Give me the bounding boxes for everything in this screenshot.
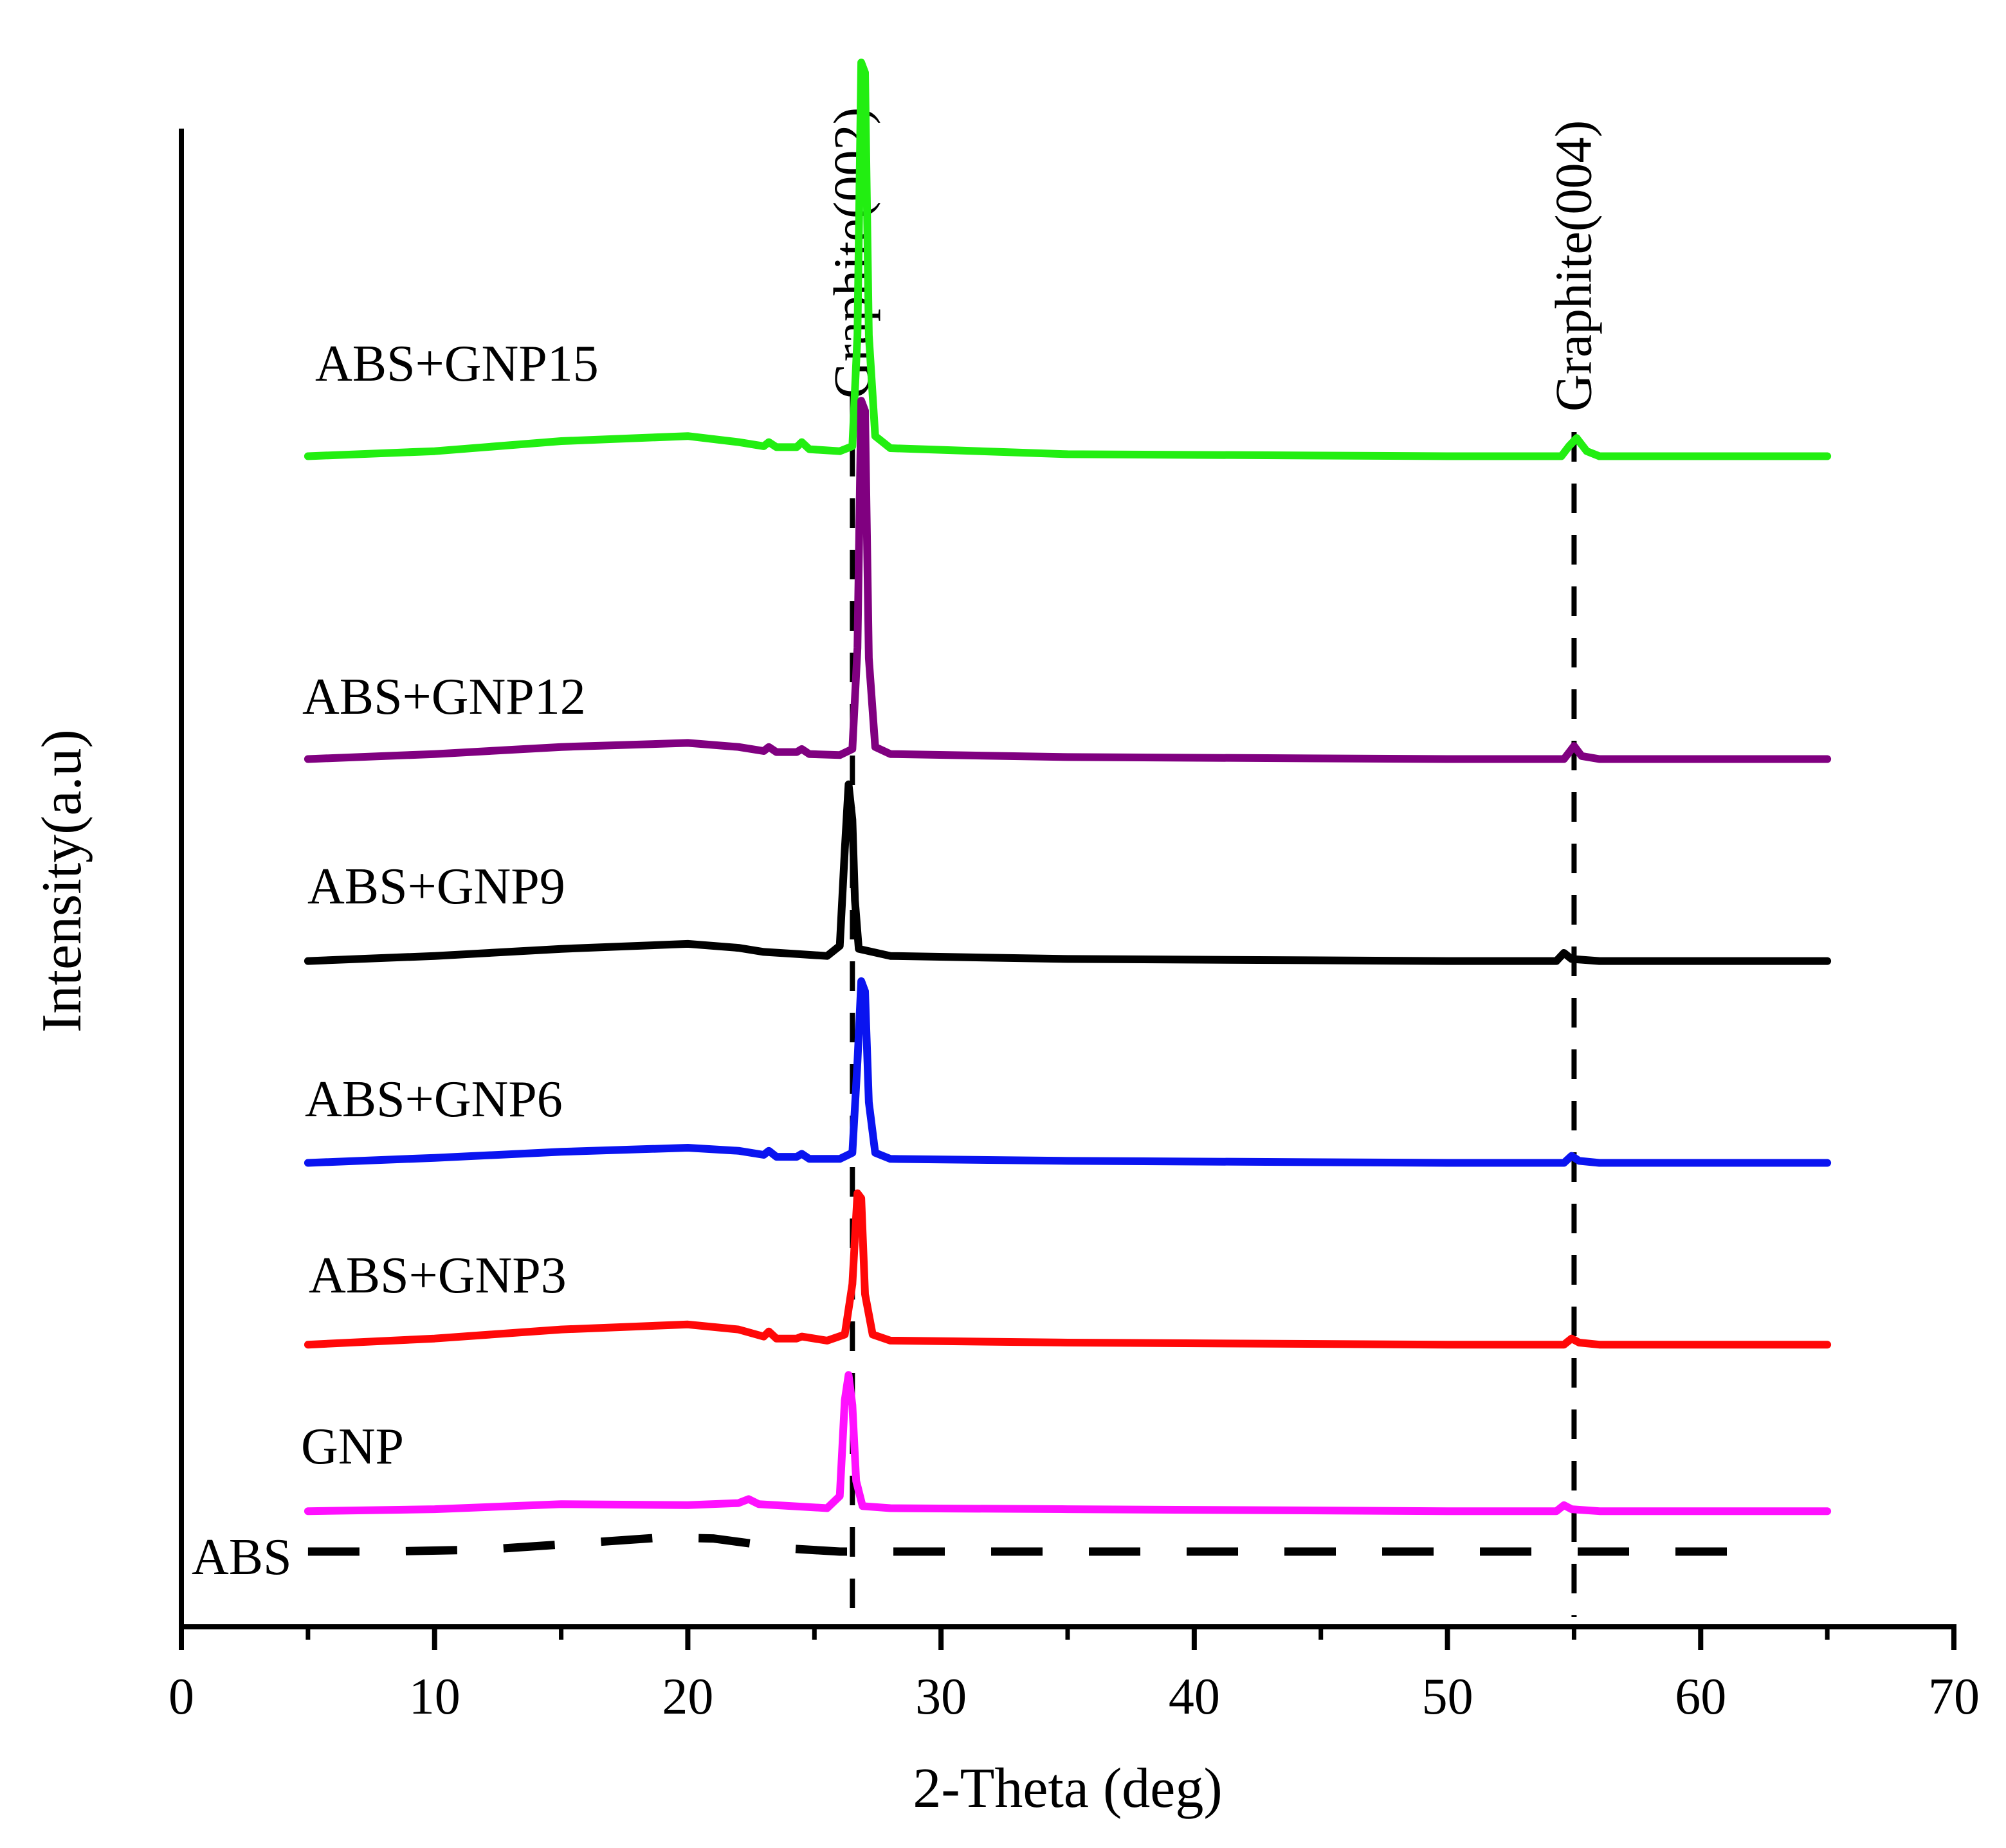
x-tick-label: 40 bbox=[1169, 1669, 1220, 1725]
series-line-abs-gnp15 bbox=[304, 59, 1832, 460]
series-line-abs-gnp12 bbox=[304, 397, 1832, 763]
series-label-abs-gnp3: ABS+GNP3 bbox=[309, 1247, 567, 1304]
series-label-abs-gnp12: ABS+GNP12 bbox=[302, 669, 586, 725]
series-labels: ABS+GNP15 ABS+GNP12 ABS+GNP9 ABS+GNP6 ABS+GN… bbox=[192, 336, 599, 1586]
y-axis-title: Intensity(a.u) bbox=[31, 729, 93, 1033]
series-label-abs-gnp6: ABS+GNP6 bbox=[305, 1071, 563, 1128]
series-line-gnp bbox=[304, 1371, 1832, 1516]
series-label-abs: ABS bbox=[192, 1529, 292, 1586]
x-tick-label: 30 bbox=[915, 1669, 967, 1725]
series-line-abs-gnp3 bbox=[304, 1189, 1832, 1349]
series-line-abs-gnp9 bbox=[304, 780, 1832, 965]
x-tick-label: 60 bbox=[1675, 1669, 1726, 1725]
series-label-abs-gnp15: ABS+GNP15 bbox=[315, 336, 599, 392]
series-label-abs-gnp9: ABS+GNP9 bbox=[307, 858, 565, 915]
x-tick-label: 0 bbox=[169, 1669, 194, 1725]
x-tick-label: 10 bbox=[409, 1669, 460, 1725]
series-lines bbox=[304, 59, 1832, 1556]
reference-label-graphite-004: Graphite(004) bbox=[1546, 120, 1602, 412]
series-line-abs bbox=[307, 1533, 1764, 1556]
reference-lines: Graphite(002) Graphite(004) bbox=[824, 107, 1602, 1617]
x-axis-title: 2-Theta (deg) bbox=[913, 1757, 1222, 1820]
x-tick-label: 20 bbox=[662, 1669, 713, 1725]
x-tick-label: 50 bbox=[1422, 1669, 1473, 1725]
series-line-abs-gnp6 bbox=[304, 977, 1832, 1167]
series-label-gnp: GNP bbox=[301, 1418, 404, 1475]
x-ticks: 0 10 20 30 40 50 60 70 bbox=[169, 1627, 1980, 1725]
x-tick-label: 70 bbox=[1928, 1669, 1980, 1725]
